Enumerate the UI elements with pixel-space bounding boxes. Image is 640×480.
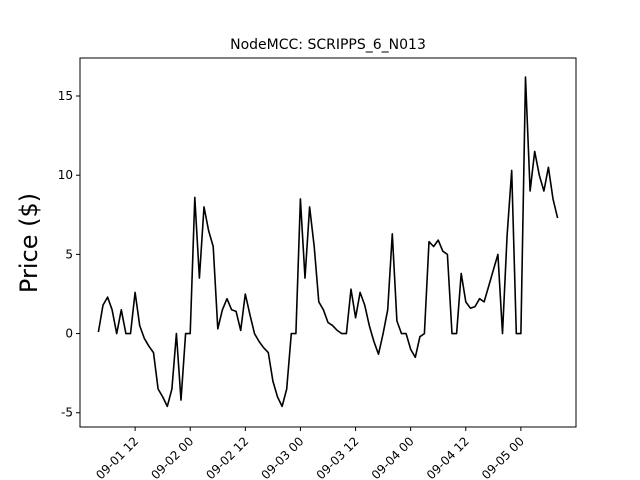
y-tick-label: 0 [65, 327, 73, 341]
plot-frame [79, 57, 577, 428]
y-tick-label: -5 [61, 406, 73, 420]
x-tick-label: 09-02 00 [148, 434, 196, 480]
x-tick-label: 09-01 12 [93, 434, 141, 480]
x-tick-label: 09-03 00 [259, 434, 307, 480]
x-tick-label: 09-04 00 [369, 434, 417, 480]
y-tick-label: 10 [58, 168, 73, 182]
chart-title: NodeMCC: SCRIPPS_6_N013 [230, 37, 426, 53]
y-axis-ticks: -5 0 5 10 15 [58, 89, 80, 420]
x-tick-label: 09-05 00 [479, 434, 527, 480]
y-tick-label: 15 [58, 89, 73, 103]
price-series-line [97, 76, 559, 408]
x-axis-ticks: 09-01 12 09-02 00 09-02 12 09-03 00 09-03 12… [93, 427, 527, 480]
x-tick-label: 09-03 12 [314, 434, 362, 480]
x-tick-label: 09-04 12 [424, 434, 472, 480]
y-axis-label: Price ($) [15, 193, 43, 293]
x-tick-label: 09-02 12 [203, 434, 251, 480]
y-tick-label: 5 [65, 247, 73, 261]
